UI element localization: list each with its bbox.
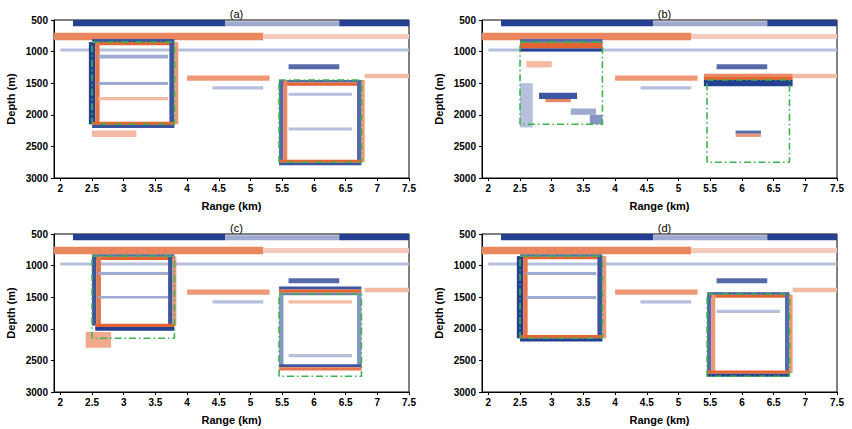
svg-text:4: 4 [612, 183, 618, 194]
svg-text:6.5: 6.5 [767, 397, 781, 408]
svg-text:3: 3 [549, 397, 555, 408]
svg-text:3: 3 [549, 183, 555, 194]
svg-text:Depth (m): Depth (m) [433, 287, 445, 339]
svg-text:6.5: 6.5 [339, 183, 353, 194]
svg-text:5: 5 [248, 183, 254, 194]
svg-text:1000: 1000 [26, 46, 49, 57]
svg-text:7.5: 7.5 [402, 397, 416, 408]
svg-text:7: 7 [375, 397, 381, 408]
svg-text:4.5: 4.5 [640, 183, 654, 194]
svg-text:2000: 2000 [454, 323, 477, 334]
svg-text:7.5: 7.5 [830, 397, 844, 408]
svg-text:2.5: 2.5 [85, 183, 99, 194]
svg-text:(b): (b) [658, 8, 671, 20]
svg-text:Range (km): Range (km) [202, 200, 262, 212]
svg-text:1500: 1500 [454, 78, 477, 89]
svg-text:1500: 1500 [26, 78, 49, 89]
svg-text:2: 2 [486, 397, 492, 408]
svg-text:2: 2 [58, 397, 64, 408]
svg-text:2500: 2500 [26, 355, 49, 366]
svg-text:5: 5 [676, 183, 682, 194]
svg-text:2000: 2000 [454, 109, 477, 120]
svg-text:7.5: 7.5 [830, 183, 844, 194]
svg-text:3: 3 [121, 397, 127, 408]
svg-text:6.5: 6.5 [767, 183, 781, 194]
svg-text:Range (km): Range (km) [202, 414, 262, 426]
svg-text:2.5: 2.5 [513, 183, 527, 194]
svg-text:6: 6 [739, 183, 745, 194]
svg-text:3.5: 3.5 [148, 183, 162, 194]
svg-text:(d): (d) [658, 222, 671, 234]
svg-text:2.5: 2.5 [513, 397, 527, 408]
svg-text:3.5: 3.5 [148, 397, 162, 408]
svg-text:2500: 2500 [26, 141, 49, 152]
svg-text:2500: 2500 [454, 141, 477, 152]
svg-text:3.5: 3.5 [576, 183, 590, 194]
svg-text:4: 4 [184, 183, 190, 194]
svg-text:1000: 1000 [26, 260, 49, 271]
svg-text:6: 6 [311, 397, 317, 408]
svg-text:5.5: 5.5 [703, 183, 717, 194]
svg-text:7: 7 [803, 183, 809, 194]
svg-text:Range (km): Range (km) [630, 200, 690, 212]
svg-text:5: 5 [248, 397, 254, 408]
svg-text:500: 500 [459, 15, 476, 26]
svg-text:4.5: 4.5 [212, 397, 226, 408]
svg-text:4: 4 [612, 397, 618, 408]
svg-text:(a): (a) [230, 8, 243, 20]
svg-text:1500: 1500 [454, 292, 477, 303]
svg-text:6: 6 [311, 183, 317, 194]
svg-text:500: 500 [31, 229, 48, 240]
svg-text:7: 7 [375, 183, 381, 194]
svg-text:6: 6 [739, 397, 745, 408]
svg-text:500: 500 [459, 229, 476, 240]
svg-text:4.5: 4.5 [212, 183, 226, 194]
svg-text:5.5: 5.5 [275, 397, 289, 408]
svg-text:3000: 3000 [26, 387, 49, 398]
svg-text:6.5: 6.5 [339, 397, 353, 408]
svg-text:7.5: 7.5 [402, 183, 416, 194]
svg-text:5.5: 5.5 [703, 397, 717, 408]
svg-text:5.5: 5.5 [275, 183, 289, 194]
svg-text:500: 500 [31, 15, 48, 26]
svg-text:4: 4 [184, 397, 190, 408]
svg-text:Depth (m): Depth (m) [5, 73, 17, 125]
svg-text:1500: 1500 [26, 292, 49, 303]
svg-text:2000: 2000 [26, 323, 49, 334]
svg-text:3000: 3000 [454, 173, 477, 184]
svg-text:4.5: 4.5 [640, 397, 654, 408]
svg-text:3: 3 [121, 183, 127, 194]
svg-text:2.5: 2.5 [85, 397, 99, 408]
svg-text:7: 7 [803, 397, 809, 408]
svg-text:Depth (m): Depth (m) [5, 287, 17, 339]
svg-text:2500: 2500 [454, 355, 477, 366]
svg-text:(c): (c) [230, 222, 243, 234]
svg-text:Range (km): Range (km) [630, 414, 690, 426]
svg-text:2: 2 [486, 183, 492, 194]
svg-text:5: 5 [676, 397, 682, 408]
svg-text:1000: 1000 [454, 260, 477, 271]
svg-text:2: 2 [58, 183, 64, 194]
svg-text:Depth (m): Depth (m) [433, 73, 445, 125]
svg-text:3000: 3000 [26, 173, 49, 184]
svg-text:3000: 3000 [454, 387, 477, 398]
svg-text:3.5: 3.5 [576, 397, 590, 408]
svg-text:1000: 1000 [454, 46, 477, 57]
svg-text:2000: 2000 [26, 109, 49, 120]
